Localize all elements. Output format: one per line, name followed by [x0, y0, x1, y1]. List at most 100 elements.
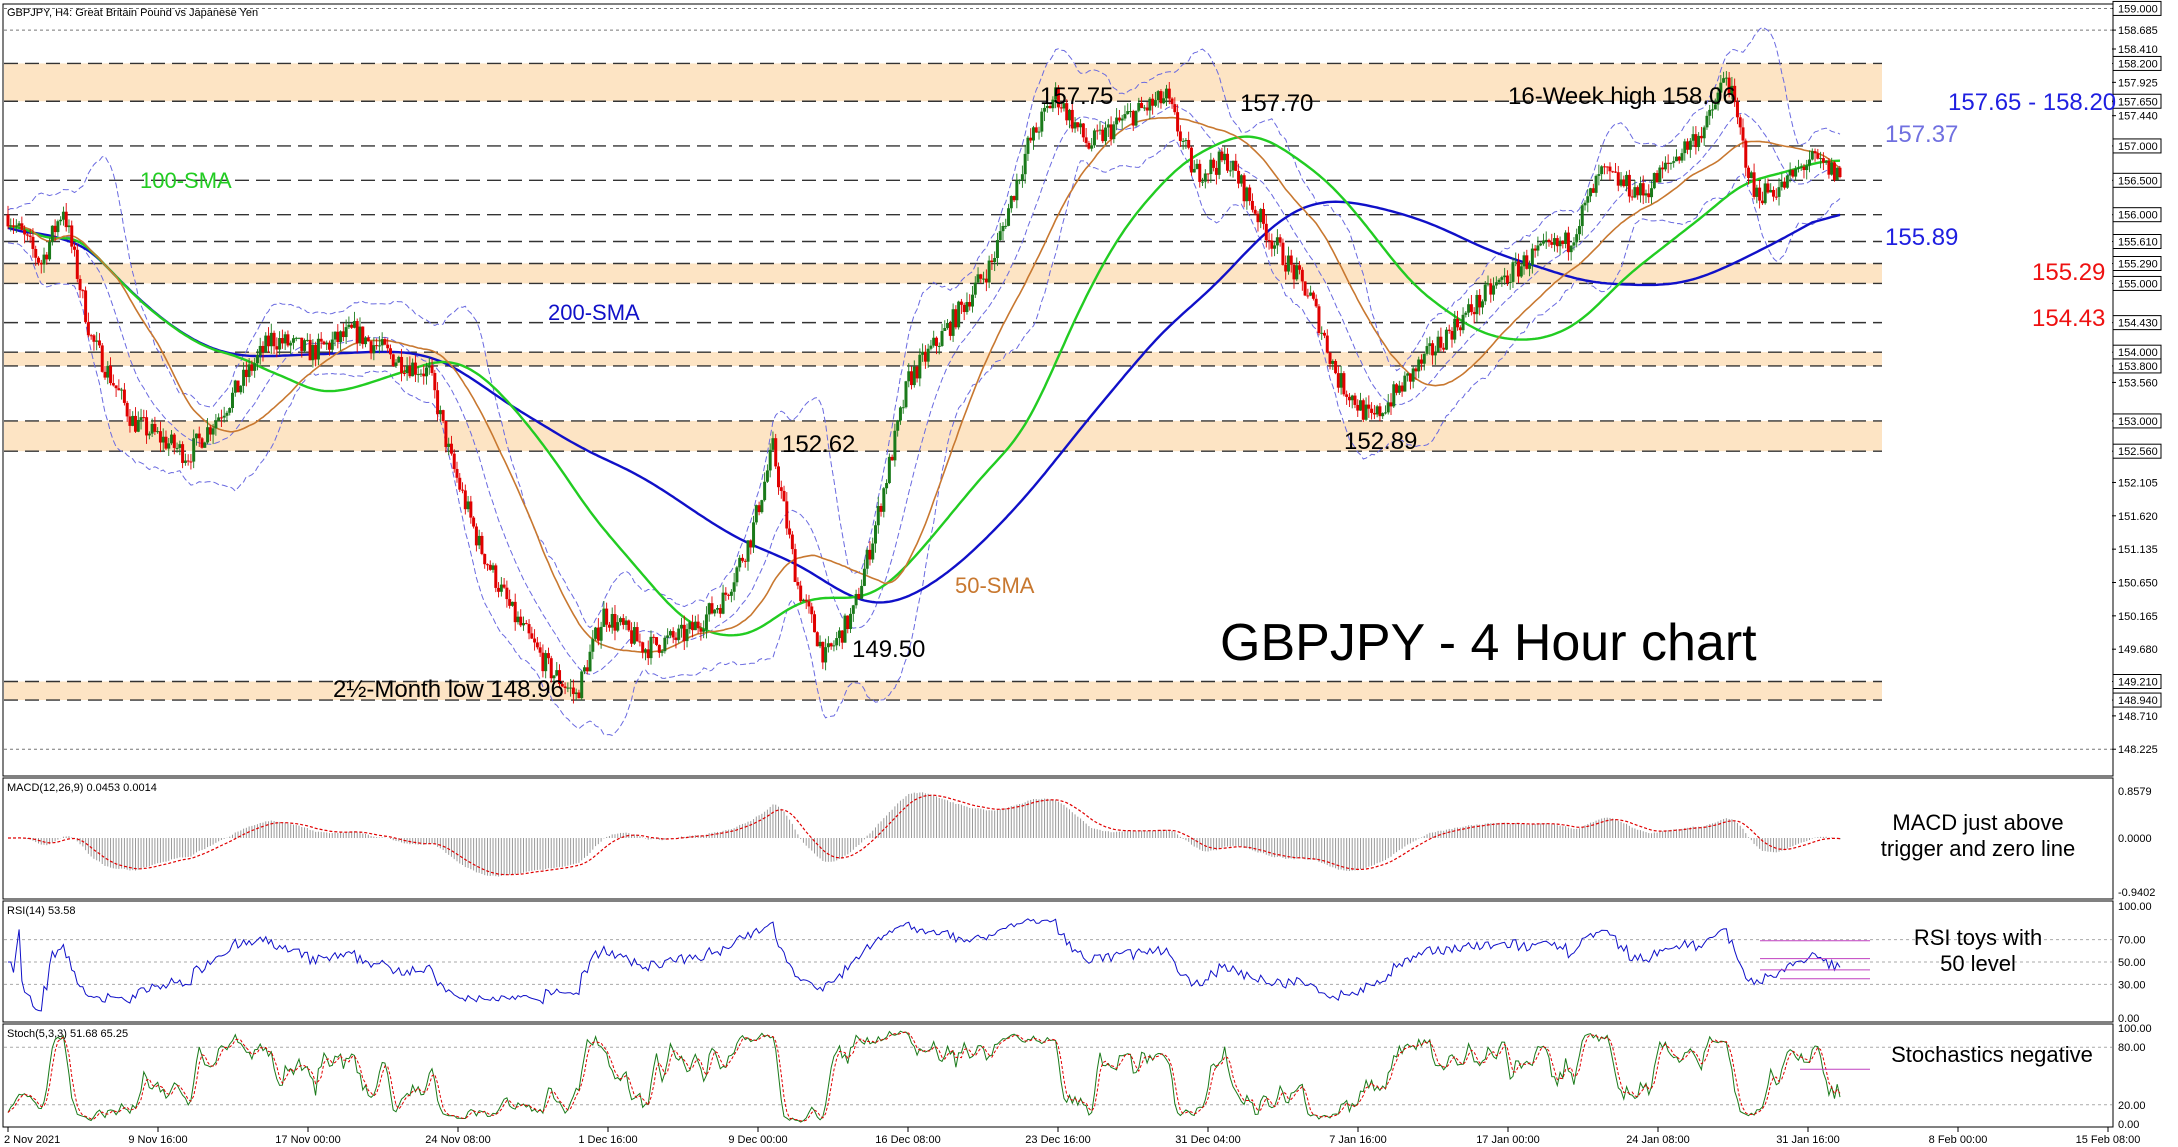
price-tag-box	[2112, 275, 2162, 291]
candle-body	[350, 324, 354, 328]
candle-body	[860, 585, 864, 599]
annot-high-157-70: 157.70	[1240, 90, 1313, 117]
candle-body	[1480, 301, 1484, 308]
candle-body	[793, 549, 797, 583]
candle-body	[1652, 173, 1656, 189]
candle-body	[1095, 130, 1099, 132]
candle-body	[31, 236, 35, 249]
candle-body	[86, 322, 90, 336]
macd-panel-frame	[2, 777, 2114, 900]
candle-body	[1777, 187, 1781, 197]
candle-body	[535, 642, 539, 648]
sma-200-line	[7, 200, 1841, 604]
price-tag-box	[2112, 172, 2162, 188]
candle-body	[1300, 269, 1304, 282]
candle-body	[1619, 179, 1623, 186]
candle-body	[258, 345, 262, 356]
candle-body	[461, 489, 465, 491]
candle-body	[36, 257, 40, 263]
time-tick-label: 15 Feb 08:00	[2076, 1134, 2141, 1146]
candle-body	[1780, 181, 1784, 188]
candle-body	[1555, 238, 1559, 247]
candle-body	[247, 364, 251, 378]
candle-body	[1309, 292, 1313, 296]
candle-body	[566, 687, 570, 689]
candle-body	[1436, 336, 1440, 352]
candle-body	[901, 407, 905, 409]
candle-body	[743, 560, 747, 562]
candle-body	[352, 321, 356, 328]
candle-body	[1250, 200, 1254, 210]
candle-body	[56, 221, 60, 233]
candle-body	[81, 290, 85, 292]
candle-body	[1771, 189, 1775, 197]
candle-body	[1145, 107, 1149, 111]
candle-body	[1137, 102, 1141, 111]
candle-body	[1630, 196, 1634, 198]
candle-body	[907, 371, 911, 382]
candle-body	[1328, 352, 1332, 364]
candle-body	[408, 365, 412, 377]
time-axis: 2 Nov 2021 9 Nov 16:00 17 Nov 00:00 24 Nov …	[4, 1127, 2140, 1146]
annot-low-149-50: 149.50	[852, 636, 925, 663]
candle-body	[1400, 385, 1404, 392]
candle-body	[1015, 180, 1019, 201]
candle-body	[1749, 172, 1753, 179]
candle-body	[826, 643, 830, 648]
candle-body	[779, 487, 783, 491]
candle-body	[1819, 158, 1823, 160]
candle-body	[849, 613, 853, 630]
candle-body	[923, 351, 927, 362]
candle-body	[1425, 346, 1429, 354]
candle-body	[1295, 265, 1299, 280]
time-tick-label: 7 Jan 16:00	[1329, 1134, 1387, 1146]
candle-body	[84, 290, 88, 323]
candle-body	[73, 246, 77, 250]
candle-body	[1494, 282, 1498, 286]
candle-body	[1059, 107, 1063, 109]
candle-body	[1508, 281, 1512, 284]
candle-body	[283, 334, 287, 344]
candle-body	[485, 564, 489, 566]
candle-body	[1763, 183, 1767, 204]
candle-body	[1081, 123, 1085, 138]
candle-body	[1359, 400, 1363, 411]
candle-body	[1541, 240, 1545, 244]
price-tag-box	[2112, 234, 2162, 249]
annot-resistance-zone: 157.65 - 158.20	[1948, 89, 2116, 116]
candle-body	[771, 438, 775, 450]
candle-body	[544, 653, 548, 672]
candle-body	[721, 592, 725, 614]
candle-body	[1769, 189, 1773, 193]
candle-body	[505, 587, 509, 600]
candle-body	[851, 605, 855, 614]
candle-body	[865, 549, 869, 569]
candle-body	[153, 423, 157, 432]
candle-body	[824, 647, 828, 663]
candle-body	[538, 647, 542, 653]
candle-body	[289, 342, 293, 346]
candle-body	[1350, 395, 1354, 401]
candle-body	[929, 345, 933, 349]
candle-body	[1087, 142, 1091, 149]
candle-body	[763, 481, 767, 501]
candle-body	[1650, 188, 1654, 198]
candle-body	[1123, 114, 1127, 119]
candle-body	[305, 339, 309, 341]
candle-body	[59, 219, 63, 222]
support-resistance-zones	[4, 63, 1882, 701]
candle-body	[1766, 183, 1770, 193]
time-tick-label: 24 Nov 08:00	[425, 1134, 490, 1146]
candle-body	[1206, 173, 1210, 175]
candle-body	[494, 565, 498, 588]
price-tag-box	[2112, 207, 2162, 223]
candle-body	[170, 434, 174, 444]
candle-body	[1311, 292, 1315, 299]
macd-signal	[8, 794, 1841, 876]
candle-body	[1389, 402, 1393, 407]
candle-body	[563, 686, 567, 688]
candle-body	[605, 608, 609, 625]
candle-body	[150, 423, 154, 434]
candle-body	[976, 274, 980, 283]
candle-body	[1597, 174, 1601, 176]
